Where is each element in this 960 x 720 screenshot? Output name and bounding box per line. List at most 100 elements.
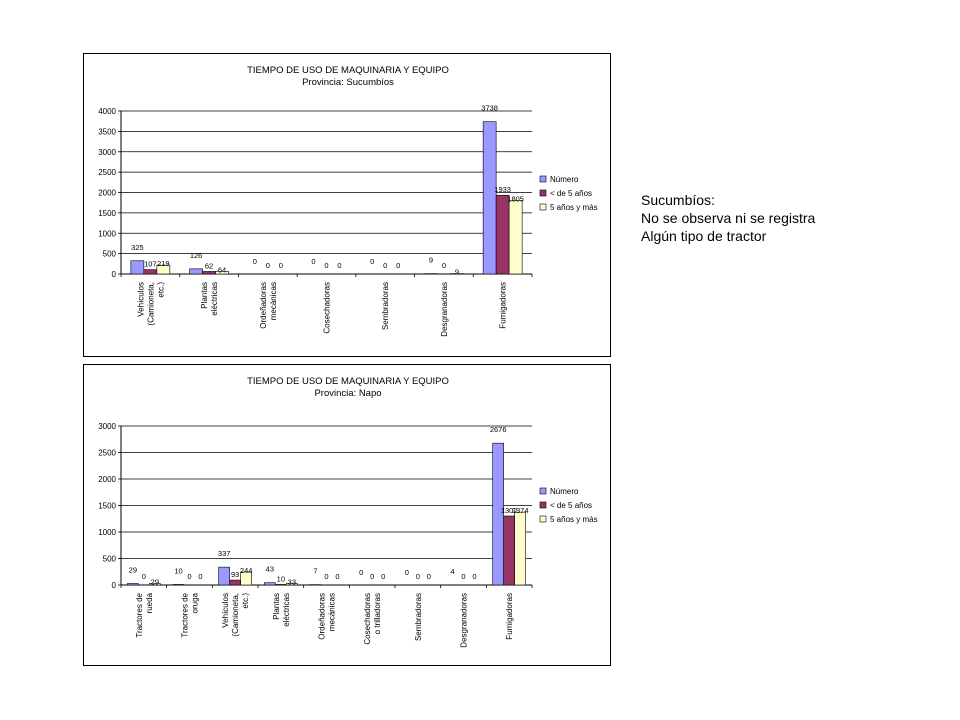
data-label: 29	[129, 565, 137, 574]
data-label: 0	[405, 568, 409, 577]
data-label: 0	[142, 572, 146, 581]
data-label: 43	[266, 565, 274, 574]
note-line-3: Algún tipo de tractor	[641, 228, 767, 244]
y-tick-label: 1500	[98, 502, 116, 511]
x-tick-label: Tractores de	[135, 592, 144, 637]
x-tick-label: (Camioneta,	[231, 593, 240, 637]
x-tick-label: Sembradoras	[381, 282, 390, 330]
data-label: 0	[427, 572, 431, 581]
x-tick-label: rueda	[145, 592, 154, 613]
data-label: 0	[442, 261, 446, 270]
chart-panel-napo: TIEMPO DE USO DE MAQUINARIA Y EQUIPO Prov…	[83, 364, 611, 666]
data-label: 219	[157, 259, 170, 268]
legend-swatch-0	[539, 487, 547, 495]
data-label: 0	[266, 261, 270, 270]
data-label: 0	[324, 572, 328, 581]
data-label: 0	[187, 572, 191, 581]
data-label: 0	[359, 568, 363, 577]
y-tick-label: 500	[103, 555, 117, 564]
bar-0-8	[492, 442, 504, 586]
data-label: 107	[144, 260, 157, 269]
y-tick-label: 500	[103, 250, 117, 259]
legend-swatch-2	[539, 203, 547, 211]
x-tick-label: Plantas	[272, 593, 281, 620]
data-label: 325	[131, 243, 144, 252]
bar-1-1	[202, 271, 216, 275]
data-label: 0	[396, 261, 400, 270]
data-label: 9	[429, 256, 433, 265]
x-tick-label: Cosechadoras	[363, 593, 372, 645]
x-tick-label: Fumigadoras	[499, 282, 508, 329]
legend-label-0: Número	[550, 175, 579, 184]
bar-2-2	[240, 571, 252, 586]
x-tick-label: etc.)	[241, 593, 250, 609]
legend-label-2: 5 años y más	[550, 203, 598, 212]
y-tick-label: 2500	[98, 168, 116, 177]
data-label: 9	[455, 268, 459, 277]
x-tick-label: mecánicas	[269, 282, 278, 320]
data-label: 1302	[501, 506, 518, 515]
chart-sucumbios: TIEMPO DE USO DE MAQUINARIA Y EQUIPOProv…	[98, 65, 610, 337]
data-label: 1933	[494, 185, 511, 194]
y-tick-label: 3500	[98, 127, 116, 136]
data-label: 0	[198, 572, 202, 581]
bar-2-3	[286, 582, 298, 586]
bar-2-8	[514, 511, 526, 586]
y-tick-label: 1500	[98, 209, 116, 218]
bar-1-2	[229, 579, 241, 586]
data-label: 0	[472, 572, 476, 581]
x-tick-label: eléctricas	[210, 282, 219, 316]
data-label: 0	[383, 261, 387, 270]
y-tick-label: 1000	[98, 528, 116, 537]
data-label: 64	[218, 265, 226, 274]
bar-0-6	[482, 121, 497, 275]
bar-2-0	[156, 264, 171, 275]
data-label: 0	[279, 261, 283, 270]
x-tick-label: Sembradoras	[414, 593, 423, 641]
chart-panel-sucumbios: TIEMPO DE USO DE MAQUINARIA Y EQUIPO Prov…	[83, 53, 611, 357]
x-tick-label: Plantas	[200, 282, 209, 309]
x-tick-label: oruga	[191, 592, 200, 613]
legend-label-1: < de 5 años	[550, 189, 592, 198]
y-tick-label: 2000	[98, 475, 116, 484]
data-label: 126	[190, 251, 203, 260]
x-tick-label: mecánicas	[328, 593, 337, 631]
bar-1-3	[275, 584, 287, 586]
note-line-2: No se observa ni se registra	[641, 210, 816, 226]
data-label: 0	[253, 257, 257, 266]
x-tick-label: Desgranadoras	[460, 593, 469, 648]
data-label: 4	[450, 567, 454, 576]
legend-swatch-2	[539, 515, 547, 523]
y-tick-label: 3000	[98, 422, 116, 431]
bar-2-0	[149, 583, 161, 586]
chart-subtitle: Provincia: Napo	[314, 388, 381, 399]
data-label: 1805	[507, 194, 524, 203]
bar-2-1	[215, 271, 229, 275]
x-tick-label: Ordeñadoras	[318, 593, 327, 640]
y-tick-label: 2500	[98, 449, 116, 458]
y-tick-label: 1000	[98, 229, 116, 238]
data-label: 244	[240, 566, 253, 575]
legend-swatch-1	[539, 501, 547, 509]
x-tick-label: Vehículos	[221, 593, 230, 628]
legend-box	[536, 484, 610, 528]
data-label: 0	[416, 572, 420, 581]
bar-2-6	[508, 200, 523, 275]
legend-label-2: 5 años y más	[550, 515, 598, 524]
data-label: 10	[174, 566, 182, 575]
data-label: 33	[288, 577, 296, 586]
chart-title: TIEMPO DE USO DE MAQUINARIA Y EQUIPO	[247, 65, 449, 76]
x-tick-label: Desgranadoras	[440, 282, 449, 337]
x-tick-label: Fumigadoras	[505, 593, 514, 640]
y-tick-label: 0	[112, 270, 117, 279]
chart-napo: TIEMPO DE USO DE MAQUINARIA Y EQUIPOProv…	[98, 376, 610, 648]
legend-label-1: < de 5 años	[550, 501, 592, 510]
bar-0-3	[264, 582, 276, 586]
legend-swatch-0	[539, 175, 547, 183]
data-label: 2676	[490, 425, 507, 434]
data-label: 7	[313, 567, 317, 576]
y-tick-label: 0	[112, 581, 117, 590]
chart-subtitle: Provincia: Sucumbíos	[302, 77, 394, 88]
legend-box	[536, 172, 610, 216]
bar-1-8	[503, 515, 515, 586]
